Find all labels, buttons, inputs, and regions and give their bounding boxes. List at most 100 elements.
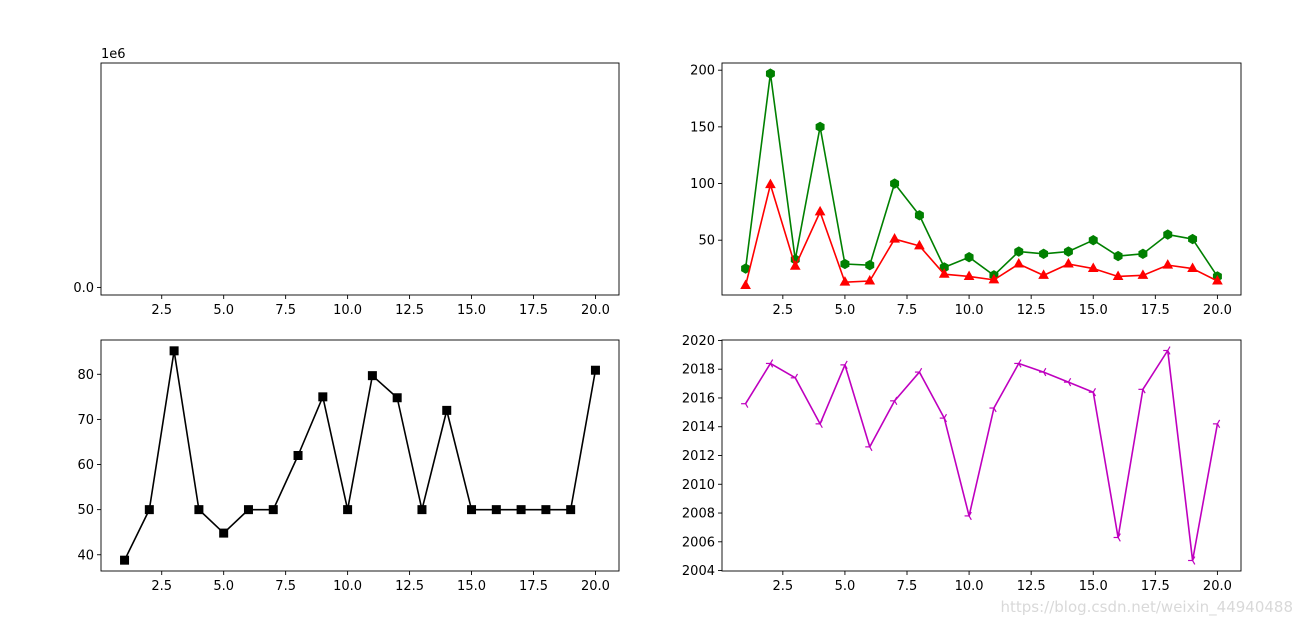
series-0-point-7	[914, 367, 923, 377]
series-0-point-5	[865, 259, 875, 271]
watermark: https://blog.csdn.net/weixin_44940488	[1000, 598, 1293, 617]
y-tick-label: 0.0	[73, 281, 94, 296]
series-0-point-10	[367, 371, 377, 381]
x-tick-label: 10.0	[333, 303, 362, 318]
series-0-point-0	[120, 555, 130, 565]
y-tick-label: 60	[77, 458, 94, 473]
series-0-point-17	[1163, 346, 1171, 355]
series-0-point-18	[1188, 233, 1198, 245]
x-tick-label: 5.0	[213, 579, 234, 594]
subplot-top-right: 2.5 5.0 7.5 10.0 12.5 15.0 17.5 20.0 50 100 150 200	[690, 62, 1242, 318]
series-0-point-5	[243, 505, 253, 515]
y-tick-label: 2020	[682, 334, 715, 349]
series-0-point-0	[741, 399, 749, 408]
y-tick-label: 200	[690, 64, 715, 79]
series-0-point-15	[1113, 533, 1121, 542]
y-tick-label: 150	[690, 120, 715, 135]
series-0-point-19	[590, 365, 600, 375]
x-tick-label: 17.5	[1141, 303, 1170, 318]
series-0-point-13	[442, 405, 452, 415]
series-0-point-4	[219, 528, 229, 538]
x-tick-label: 17.5	[519, 303, 548, 318]
y-tick-label: 2014	[682, 420, 715, 435]
series-0-point-1	[765, 68, 775, 79]
x-tick-label: 20.0	[581, 579, 610, 594]
series-0-point-7	[293, 451, 303, 460]
x-tick-label: 20.0	[1203, 579, 1232, 594]
x-tick-label: 2.5	[772, 579, 793, 594]
series-1-point-3	[814, 205, 826, 216]
series-0-point-16	[1138, 248, 1148, 259]
y-offset-label: 1e6	[101, 47, 126, 62]
series-0-point-13	[1063, 377, 1072, 387]
series-1-point-10	[988, 273, 1000, 284]
y-tick-label: 2012	[682, 449, 715, 464]
x-tick-label: 2.5	[151, 579, 172, 594]
series-0-point-11	[1014, 359, 1022, 368]
x-tick-label: 5.0	[835, 579, 856, 594]
x-tick-label: 5.0	[213, 303, 234, 318]
series-0-point-1	[765, 359, 774, 368]
series-0-point-6	[268, 505, 278, 515]
series-0-point-13	[1063, 246, 1073, 257]
subplot-bottom-right: 2.5 5.0 7.5 10.0 12.5 15.0 17.5 20.0 2004 2006 200…	[682, 334, 1242, 594]
series-0-point-3	[194, 505, 204, 515]
series-0-point-12	[1039, 367, 1047, 377]
series-0-point-4	[840, 360, 848, 370]
series-0-point-18	[566, 505, 576, 515]
series-0-point-11	[1014, 246, 1024, 257]
series-1-line	[744, 183, 1218, 286]
x-tick-label: 15.0	[1079, 303, 1108, 318]
series-1-point-12	[1038, 269, 1049, 279]
series-0-point-14	[1088, 388, 1097, 397]
x-tick-label: 17.5	[519, 579, 548, 594]
x-tick-label: 7.5	[275, 579, 296, 594]
series-1-point-15	[1112, 270, 1124, 280]
series-0-point-2	[169, 346, 179, 356]
series-0-point-12	[1039, 248, 1049, 259]
series-1-point-2	[789, 260, 801, 270]
y-tick-label: 2004	[682, 564, 715, 579]
series-0-point-9	[964, 511, 972, 521]
series-0-point-6	[890, 178, 900, 189]
series-0-point-2	[790, 373, 799, 383]
x-tick-label: 10.0	[955, 579, 984, 594]
y-tick-label: 50	[77, 503, 94, 518]
series-0-point-17	[1163, 229, 1173, 240]
x-tick-label: 20.0	[581, 303, 610, 318]
series-0-point-1	[144, 505, 154, 515]
series-1-point-14	[1087, 262, 1099, 273]
x-tick-label: 17.5	[1141, 579, 1170, 594]
series-0-point-8	[939, 413, 948, 423]
x-tick-label: 5.0	[835, 303, 856, 318]
axes-frame	[100, 339, 620, 572]
y-tick-label: 2016	[682, 391, 715, 406]
series-1-point-6	[889, 233, 900, 243]
series-0-line	[744, 349, 1219, 562]
y-tick-label: 80	[77, 368, 94, 383]
subplot-top-left: 2.55.07.510.012.515.017.520.00.00.51.01.…	[73, 47, 620, 318]
series-0-line	[744, 72, 1219, 277]
series-0-point-11	[392, 393, 402, 403]
y-tick-label: 2006	[682, 535, 715, 550]
series-0-point-5	[865, 442, 873, 452]
series-0-line	[123, 350, 597, 561]
x-tick-label: 12.5	[395, 579, 424, 594]
subplot-bottom-left: 2.5 5.0 7.5 10.0 12.5 15.0 17.5 20.0 40 50 60 70 80	[77, 339, 620, 594]
series-0-point-8	[318, 392, 328, 402]
series-1-point-4	[839, 276, 851, 286]
series-0-point-14	[467, 505, 477, 515]
series-0-point-9	[343, 505, 353, 515]
series-1-point-8	[938, 268, 950, 278]
x-tick-label: 7.5	[897, 303, 918, 318]
series-0-point-12	[417, 505, 427, 515]
series-0-point-16	[1138, 385, 1146, 394]
series-1-point-19	[1212, 274, 1223, 285]
axes-frame	[721, 339, 1242, 572]
x-tick-label: 12.5	[1017, 303, 1046, 318]
y-tick-label: 100	[690, 177, 715, 192]
series-1-point-7	[914, 239, 925, 250]
y-tick-label: 50	[698, 234, 715, 249]
series-0-point-4	[840, 258, 850, 270]
